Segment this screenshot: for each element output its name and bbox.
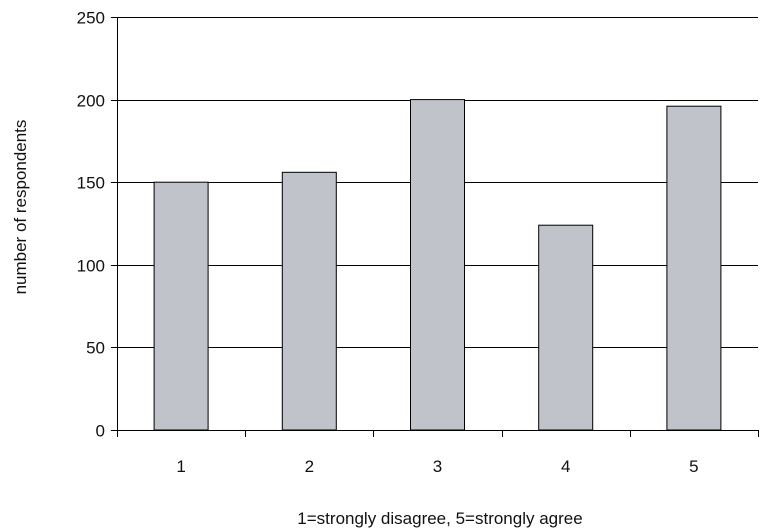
y-tick-labels: 0 50 100 150 200 250 (77, 9, 105, 441)
bar-5 (666, 105, 722, 431)
bar-2 (281, 171, 337, 431)
y-tick-label-50: 50 (86, 339, 105, 358)
y-tick-label-0: 0 (96, 422, 105, 441)
bar-1 (153, 181, 209, 431)
x-tick-label-1: 1 (176, 457, 185, 476)
axes (111, 17, 759, 437)
bar-4 (538, 224, 594, 431)
y-tick-label-100: 100 (77, 257, 105, 276)
bar-3 (410, 99, 465, 431)
x-axis-title: 1=strongly disagree, 5=strongly agree (297, 509, 582, 528)
x-tick-label-3: 3 (433, 457, 442, 476)
x-tick-label-2: 2 (305, 457, 314, 476)
bars (153, 99, 722, 431)
y-axis-title: number of respondents (11, 120, 30, 295)
x-tick-label-5: 5 (689, 457, 698, 476)
x-tick-labels: 1 2 3 4 5 (176, 457, 698, 476)
y-tick-label-250: 250 (77, 9, 105, 28)
x-tick-label-4: 4 (561, 457, 570, 476)
y-tick-label-200: 200 (77, 92, 105, 111)
y-tick-label-150: 150 (77, 174, 105, 193)
